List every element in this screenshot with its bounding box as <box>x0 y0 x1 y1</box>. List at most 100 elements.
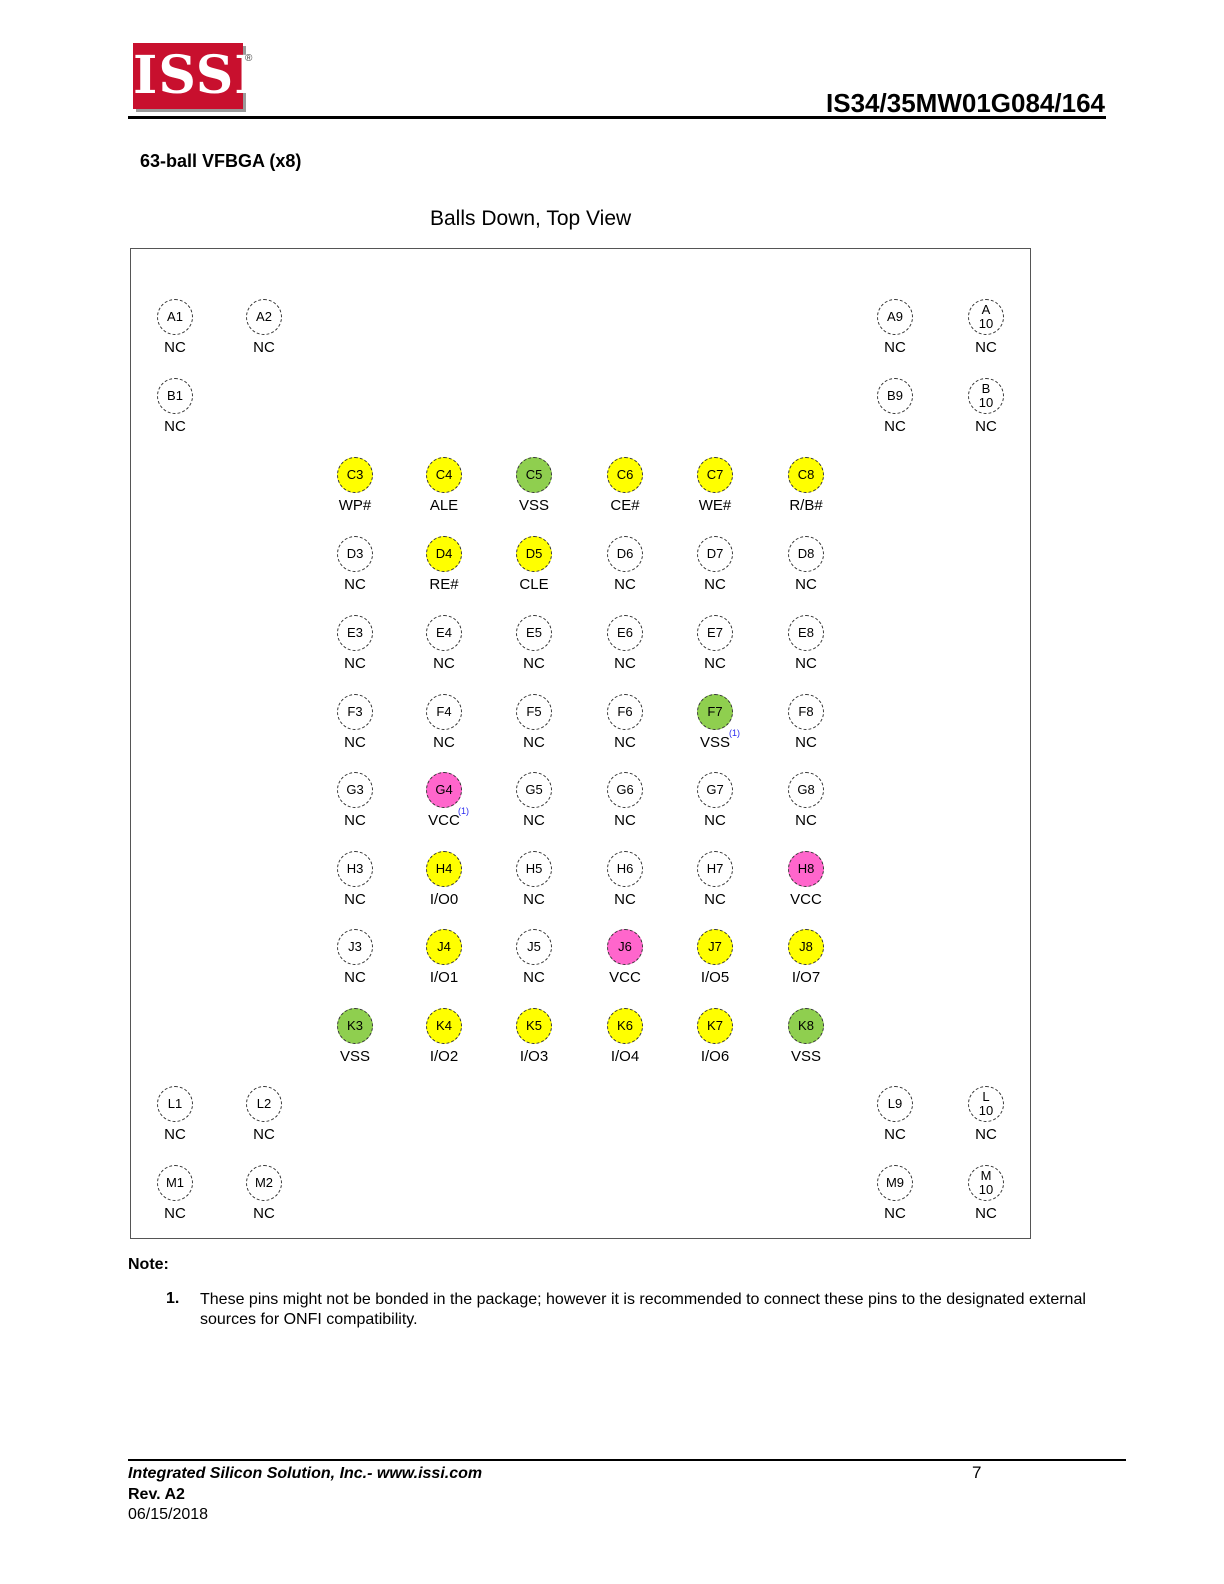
ball-l10: L 10 <box>968 1086 1004 1122</box>
pin-label-e6: NC <box>614 655 636 672</box>
pin-label-m10: NC <box>975 1205 997 1222</box>
ball-a9: A9 <box>877 299 913 335</box>
ball-l1: L1 <box>157 1086 193 1122</box>
ball-id: E5 <box>526 625 542 641</box>
ball-f4: F4 <box>426 694 462 730</box>
ball-e7: E7 <box>697 615 733 651</box>
pin-label-b1: NC <box>164 418 186 435</box>
ball-id: C6 <box>616 467 634 483</box>
ball-id: H6 <box>616 861 634 877</box>
pin-label-a1: NC <box>164 339 186 356</box>
ball-l9: L9 <box>877 1086 913 1122</box>
footer-date: 06/15/2018 <box>128 1506 209 1523</box>
ball-id: M1 <box>165 1175 185 1191</box>
pin-label-l1: NC <box>164 1126 186 1143</box>
ball-id-part: A <box>981 302 991 318</box>
ball-id: A1 <box>167 309 183 325</box>
note-reference: (1) <box>458 806 469 816</box>
ball-id: J7 <box>708 939 722 955</box>
ball-id: J4 <box>437 939 451 955</box>
ball-a10: A 10 <box>968 299 1004 335</box>
pin-label-a9: NC <box>884 339 906 356</box>
ball-id: G5 <box>525 782 543 798</box>
ball-id: C8 <box>797 467 815 483</box>
pin-label-c5: VSS <box>518 497 549 514</box>
pin-label-h4: I/O0 <box>429 891 459 908</box>
pin-label-g3: NC <box>344 812 366 829</box>
pin-label-a2: NC <box>253 339 275 356</box>
ball-id: M9 <box>885 1175 905 1191</box>
ball-h7: H7 <box>697 851 733 887</box>
ball-id: L1 <box>167 1096 183 1112</box>
pin-label-k5: I/O3 <box>519 1048 549 1065</box>
ball-d8: D8 <box>788 536 824 572</box>
pin-label-e5: NC <box>523 655 545 672</box>
pin-label-d7: NC <box>704 576 726 593</box>
note-heading: Note: <box>128 1256 169 1273</box>
ball-id: D7 <box>706 546 724 562</box>
pin-label-j3: NC <box>344 969 366 986</box>
ball-id: F8 <box>798 704 814 720</box>
ball-m10: M 10 <box>968 1165 1004 1201</box>
pin-label-g8: NC <box>795 812 817 829</box>
ball-k4: K4 <box>426 1008 462 1044</box>
ball-id-part: 10 <box>978 1182 994 1197</box>
pin-label-c7: WE# <box>698 497 732 514</box>
pin-label-h8: VCC <box>790 891 822 908</box>
ball-id: F3 <box>347 704 363 720</box>
ball-id: K5 <box>526 1018 542 1034</box>
footer-divider <box>128 1459 1126 1461</box>
ball-id: C3 <box>346 467 364 483</box>
ball-id: A9 <box>887 309 903 325</box>
pin-label-l2: NC <box>253 1126 275 1143</box>
logo-text: ISSI <box>133 45 260 106</box>
ball-d5: D5 <box>516 536 552 572</box>
pin-label-c8: R/B# <box>789 497 823 514</box>
ball-m9: M9 <box>877 1165 913 1201</box>
ball-f5: F5 <box>516 694 552 730</box>
ball-id: B9 <box>887 388 903 404</box>
ball-f6: F6 <box>607 694 643 730</box>
pin-label-c4: ALE <box>429 497 459 514</box>
pin-label-d4: RE# <box>429 576 459 593</box>
ball-g6: G6 <box>607 772 643 808</box>
ball-id: E3 <box>347 625 363 641</box>
pin-label-c6: CE# <box>610 497 640 514</box>
ball-c6: C6 <box>607 457 643 493</box>
ball-id: D4 <box>435 546 453 562</box>
ball-m1: M1 <box>157 1165 193 1201</box>
pin-label-e7: NC <box>704 655 726 672</box>
pin-label-f6: NC <box>614 734 636 751</box>
pin-label-j4: I/O1 <box>429 969 459 986</box>
pin-label-d8: NC <box>795 576 817 593</box>
ball-j6: J6 <box>607 929 643 965</box>
pin-label-k7: I/O6 <box>700 1048 730 1065</box>
pin-label-j8: I/O7 <box>791 969 821 986</box>
pin-label-m9: NC <box>884 1205 906 1222</box>
ball-id-part: 10 <box>978 395 994 410</box>
ball-g3: G3 <box>337 772 373 808</box>
ball-e5: E5 <box>516 615 552 651</box>
ball-b10: B 10 <box>968 378 1004 414</box>
ball-id: A2 <box>256 309 272 325</box>
ball-c3: C3 <box>337 457 373 493</box>
pin-label-m2: NC <box>253 1205 275 1222</box>
ball-d6: D6 <box>607 536 643 572</box>
ball-j4: J4 <box>426 929 462 965</box>
ball-id: G8 <box>797 782 815 798</box>
ball-k8: K8 <box>788 1008 824 1044</box>
ball-id: G6 <box>616 782 634 798</box>
ball-c5: C5 <box>516 457 552 493</box>
pin-label-k6: I/O4 <box>610 1048 640 1065</box>
ball-c4: C4 <box>426 457 462 493</box>
pin-label-k4: I/O2 <box>429 1048 459 1065</box>
ball-id: B1 <box>167 388 183 404</box>
note-number: 1. <box>166 1290 180 1307</box>
ball-id-part: 10 <box>978 316 994 331</box>
ball-id: J3 <box>348 939 362 955</box>
pin-label-e8: NC <box>795 655 817 672</box>
pin-label-j7: I/O5 <box>700 969 730 986</box>
ball-id: H5 <box>525 861 543 877</box>
pin-label-b9: NC <box>884 418 906 435</box>
pin-label-d6: NC <box>614 576 636 593</box>
